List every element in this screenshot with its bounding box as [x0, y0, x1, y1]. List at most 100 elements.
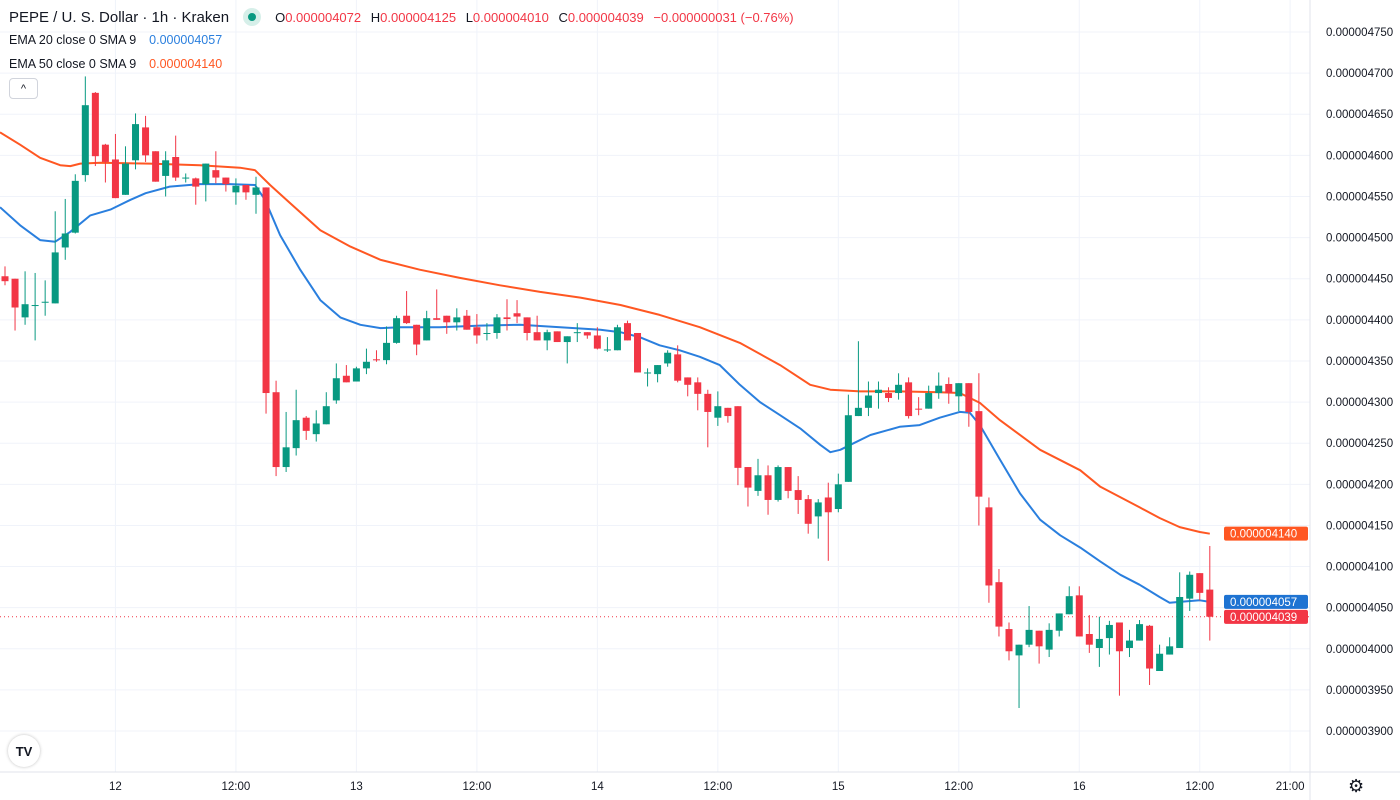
candle-body	[844, 415, 852, 482]
candle-body	[1105, 624, 1113, 639]
price-tick-label: 0.000004650	[1326, 109, 1393, 121]
indicator-ema50[interactable]: EMA 50 close 0 SMA 9 0.000004140	[9, 52, 800, 76]
settings-gear-icon[interactable]: ⚙	[1348, 776, 1365, 796]
candle	[1055, 613, 1063, 637]
candle	[71, 174, 79, 234]
candle-body	[1176, 596, 1184, 648]
candle-body	[362, 361, 370, 369]
collapse-legend-button[interactable]: ^	[9, 78, 38, 99]
grid	[0, 0, 1310, 772]
candle	[603, 337, 611, 352]
candle-body	[332, 378, 340, 401]
candle-body	[573, 332, 581, 334]
candle-body	[965, 383, 973, 412]
candle	[814, 499, 822, 539]
candle-body	[222, 177, 230, 185]
candle	[272, 380, 280, 477]
candle	[804, 495, 812, 534]
ema20-line	[0, 183, 1210, 604]
candle	[864, 381, 872, 417]
candle-body	[1156, 653, 1164, 672]
candle-body	[794, 490, 802, 500]
candle	[142, 115, 150, 162]
candle	[342, 365, 350, 383]
candle	[423, 310, 431, 341]
candle-body	[61, 233, 69, 248]
candle	[21, 271, 29, 325]
candle-body	[955, 383, 963, 397]
price-label-badge: 0.000004140	[1224, 526, 1308, 541]
candle-body	[995, 582, 1003, 627]
indicator-ema20[interactable]: EMA 20 close 0 SMA 9 0.000004057	[9, 28, 800, 52]
candle-body	[272, 392, 280, 468]
candle	[985, 497, 993, 603]
candle-body	[854, 407, 862, 417]
candle	[232, 178, 240, 205]
candle	[513, 300, 521, 324]
candle	[202, 163, 210, 202]
symbol-title[interactable]: PEPE / U. S. Dollar · 1h · Kraken	[9, 8, 230, 26]
candle-body	[413, 324, 421, 345]
candle-body	[925, 393, 933, 409]
candle	[443, 315, 451, 334]
candle	[282, 411, 290, 472]
candle	[302, 416, 310, 440]
ema-lines	[0, 131, 1310, 618]
candle	[1206, 546, 1214, 641]
candle	[905, 377, 913, 419]
candle	[764, 465, 772, 515]
price-label-text: 0.000004039	[1230, 612, 1297, 624]
candle	[463, 309, 471, 330]
candle-body	[864, 395, 872, 408]
candle-body	[1166, 646, 1174, 655]
candle-body	[212, 170, 220, 178]
candle-body	[704, 393, 712, 412]
candle-body	[1146, 625, 1154, 669]
price-axis[interactable]: 0.000004750 0.000004700 0.000004650 0.00000…	[1309, 0, 1393, 800]
candle	[372, 350, 380, 362]
candle-body	[312, 423, 320, 435]
candle-body	[874, 389, 882, 394]
indicator-value: 0.000004140	[149, 57, 223, 71]
candle-body	[935, 385, 943, 394]
time-tick-label: 12	[109, 781, 122, 793]
tradingview-logo[interactable]: TV	[8, 735, 40, 767]
candle-body	[694, 382, 702, 394]
indicator-value: 0.000004057	[149, 33, 223, 47]
candle-body	[132, 124, 140, 161]
candle	[111, 133, 119, 199]
price-tick-label: 0.000004700	[1326, 68, 1393, 80]
candle	[664, 350, 672, 367]
candle-body	[292, 420, 300, 449]
candle-body	[774, 467, 782, 500]
candle	[714, 391, 722, 426]
candle-body	[111, 159, 119, 199]
candle	[1105, 620, 1113, 655]
candle	[854, 341, 862, 417]
candle	[473, 314, 481, 344]
price-tick-label: 0.000004400	[1326, 315, 1393, 327]
time-axis[interactable]: 12 12:00 13 12:00 14 12:00 15 12:00 16 12:00 21:00	[0, 771, 1400, 793]
high-label: H	[370, 9, 381, 25]
price-label-background	[1224, 609, 1308, 624]
candle	[824, 482, 832, 561]
candle	[644, 368, 652, 387]
candle-body	[593, 335, 601, 349]
candle	[844, 394, 852, 482]
candle-body	[71, 180, 79, 233]
candle	[1156, 644, 1164, 672]
candle	[1095, 616, 1103, 667]
price-label-badge: 0.000004039	[1224, 609, 1308, 624]
candle	[1085, 615, 1093, 653]
candle	[955, 383, 963, 412]
candle	[493, 314, 501, 339]
candle	[704, 389, 712, 448]
candle-body	[192, 178, 200, 187]
candle-body	[91, 92, 99, 157]
candle-body	[623, 323, 631, 341]
candle-body	[543, 332, 551, 341]
candle	[362, 348, 370, 375]
candle	[1115, 622, 1123, 696]
candle-body	[463, 315, 471, 330]
